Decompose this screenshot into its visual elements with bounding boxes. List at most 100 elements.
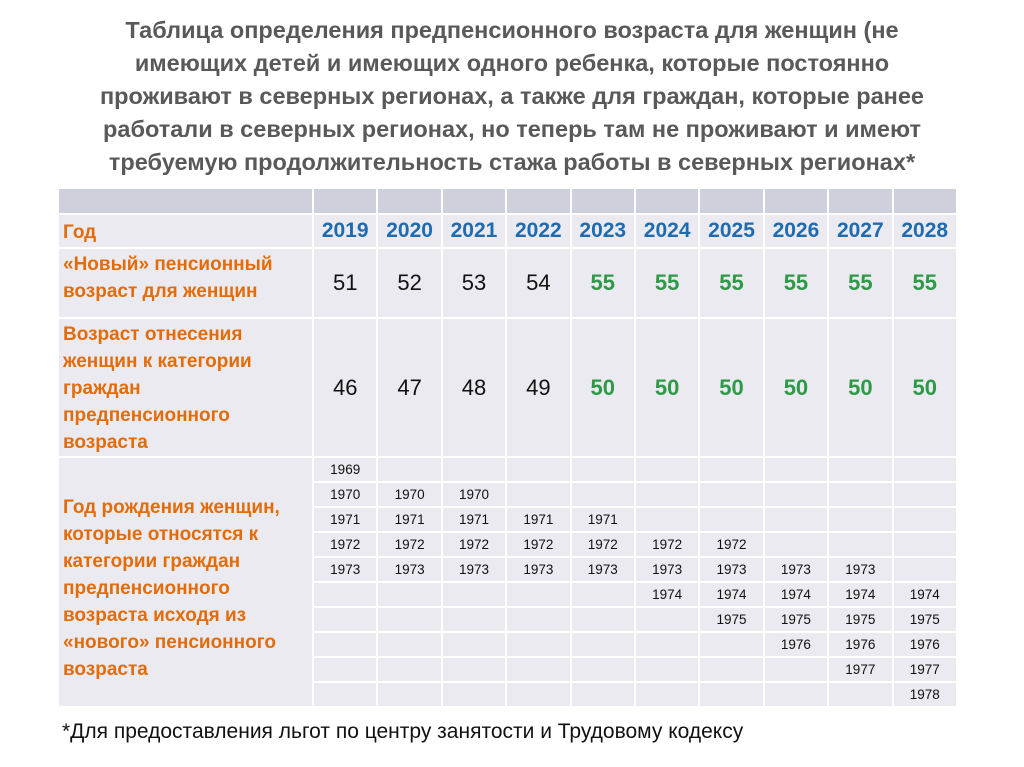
footnote: *Для предоставления льгот по центру заня… [62, 720, 744, 743]
birth-year-cell: 1978 [891, 681, 958, 708]
birth-year-cell: 1976 [891, 631, 958, 658]
birth-year-cell: 1973 [762, 556, 830, 583]
birth-year-cell [891, 506, 958, 533]
birth-year-cell [698, 631, 765, 658]
pension-age-cell: 53 [440, 247, 508, 319]
year-cell: 2027 [827, 213, 894, 249]
header-band-row [57, 187, 958, 215]
birth-year-cell [505, 681, 572, 708]
birth-year-cell [440, 631, 508, 658]
birth-year-cell [633, 681, 701, 708]
title-line: работали в северных регионах, но теперь … [103, 116, 921, 142]
band-cell [633, 187, 701, 215]
pension-age-row: «Новый» пенсионный возраст для женщин 51 5… [57, 247, 958, 319]
title-line: Таблица определения предпенсионного возр… [125, 17, 899, 43]
birth-year-cell [827, 681, 894, 708]
birth-year-cell [827, 481, 894, 508]
birth-year-row: 1975 1975 1975 1975 [58, 606, 958, 633]
year-cell: 2022 [505, 213, 572, 249]
birth-year-cell: 1975 [891, 606, 958, 633]
birth-year-cell [505, 456, 572, 483]
birth-year-cell [633, 456, 701, 483]
birth-year-cell [505, 656, 572, 683]
birth-year-cell [311, 656, 379, 683]
birth-year-cell: 1973 [633, 556, 701, 583]
prepension-age-cell: 50 [698, 317, 765, 458]
band-cell [569, 187, 636, 215]
prepension-age-cell: 50 [569, 317, 636, 458]
pension-age-cell: 54 [505, 247, 572, 319]
page-title: Таблица определения предпенсионного возр… [30, 14, 994, 179]
birth-year-row: 1977 1977 [58, 656, 958, 683]
prepension-age-row: Возраст отнесения женщин к категории гра… [57, 317, 958, 458]
birth-year-cell [633, 656, 701, 683]
birth-year-cell: 1974 [827, 581, 894, 608]
birth-year-cell: 1969 [311, 456, 379, 483]
birth-year-cell: 1973 [569, 556, 636, 583]
birth-year-cell: 1975 [698, 606, 765, 633]
birth-year-cell [762, 656, 830, 683]
year-cell: 2026 [762, 213, 830, 249]
birth-year-cell: 1973 [440, 556, 508, 583]
birth-year-cell [633, 481, 701, 508]
birth-year-cell: 1972 [376, 531, 443, 558]
band-cell [57, 187, 314, 215]
birth-year-row: 1976 1976 1976 [58, 631, 958, 658]
pension-age-cell: 55 [698, 247, 765, 319]
birth-year-cell: 1970 [376, 481, 443, 508]
band-cell [505, 187, 572, 215]
birth-year-row: 1970 1970 1970 [58, 481, 958, 508]
birth-year-cell [827, 506, 894, 533]
birth-year-cell: 1972 [505, 531, 572, 558]
birth-year-cell [633, 606, 701, 633]
birth-year-cell [311, 581, 379, 608]
pension-age-cell: 52 [376, 247, 443, 319]
title-line: проживают в северных регионах, а также д… [99, 83, 924, 109]
birth-year-cell [440, 656, 508, 683]
year-cell: 2028 [891, 213, 958, 249]
birth-year-cell [891, 531, 958, 558]
birth-year-cell [569, 456, 636, 483]
birth-year-cell: 1972 [311, 531, 379, 558]
band-cell [311, 187, 379, 215]
prepension-table: Год 2019 2020 2021 2022 2023 2024 2025 2026 2027 2… [57, 187, 958, 708]
birth-year-cell: 1974 [891, 581, 958, 608]
birth-year-cell [311, 681, 379, 708]
birth-year-cell [762, 481, 830, 508]
birth-year-cell [891, 481, 958, 508]
birth-year-cell: 1977 [827, 656, 894, 683]
birth-year-cell [569, 631, 636, 658]
prepension-age-cell: 50 [762, 317, 830, 458]
band-cell [440, 187, 508, 215]
birth-year-row: Год рождения женщин, которые относятся к… [57, 456, 958, 708]
birth-year-cell [762, 506, 830, 533]
birth-year-cell: 1972 [633, 531, 701, 558]
year-cell: 2025 [698, 213, 765, 249]
prepension-age-cell: 50 [827, 317, 894, 458]
band-cell [698, 187, 765, 215]
birth-year-cell [891, 556, 958, 583]
birth-year-cell: 1976 [827, 631, 894, 658]
birth-year-cell: 1972 [440, 531, 508, 558]
birth-year-cell: 1973 [698, 556, 765, 583]
birth-year-cell [633, 631, 701, 658]
birth-year-row: 1973 1973 1973 1973 1973 1973 1973 1973 1973 [58, 556, 958, 583]
birth-year-cell [376, 456, 443, 483]
band-cell [376, 187, 443, 215]
birth-year-cell: 1974 [633, 581, 701, 608]
birth-year-cell: 1973 [311, 556, 379, 583]
birth-year-cell: 1974 [762, 581, 830, 608]
pension-age-cell: 55 [762, 247, 830, 319]
prepension-age-cell: 50 [633, 317, 701, 458]
birth-year-cell: 1976 [762, 631, 830, 658]
year-cell: 2023 [569, 213, 636, 249]
birth-year-cell [505, 631, 572, 658]
birth-year-cell: 1971 [505, 506, 572, 533]
birth-year-cell [633, 506, 701, 533]
birth-year-cell [569, 606, 636, 633]
pension-age-cell: 55 [891, 247, 958, 319]
title-line: имеющих детей и имеющих одного ребенка, … [134, 50, 890, 76]
pension-age-cell: 51 [311, 247, 379, 319]
birth-year-cell [311, 631, 379, 658]
title-line: требуемую продолжительность стажа работы… [108, 149, 916, 175]
